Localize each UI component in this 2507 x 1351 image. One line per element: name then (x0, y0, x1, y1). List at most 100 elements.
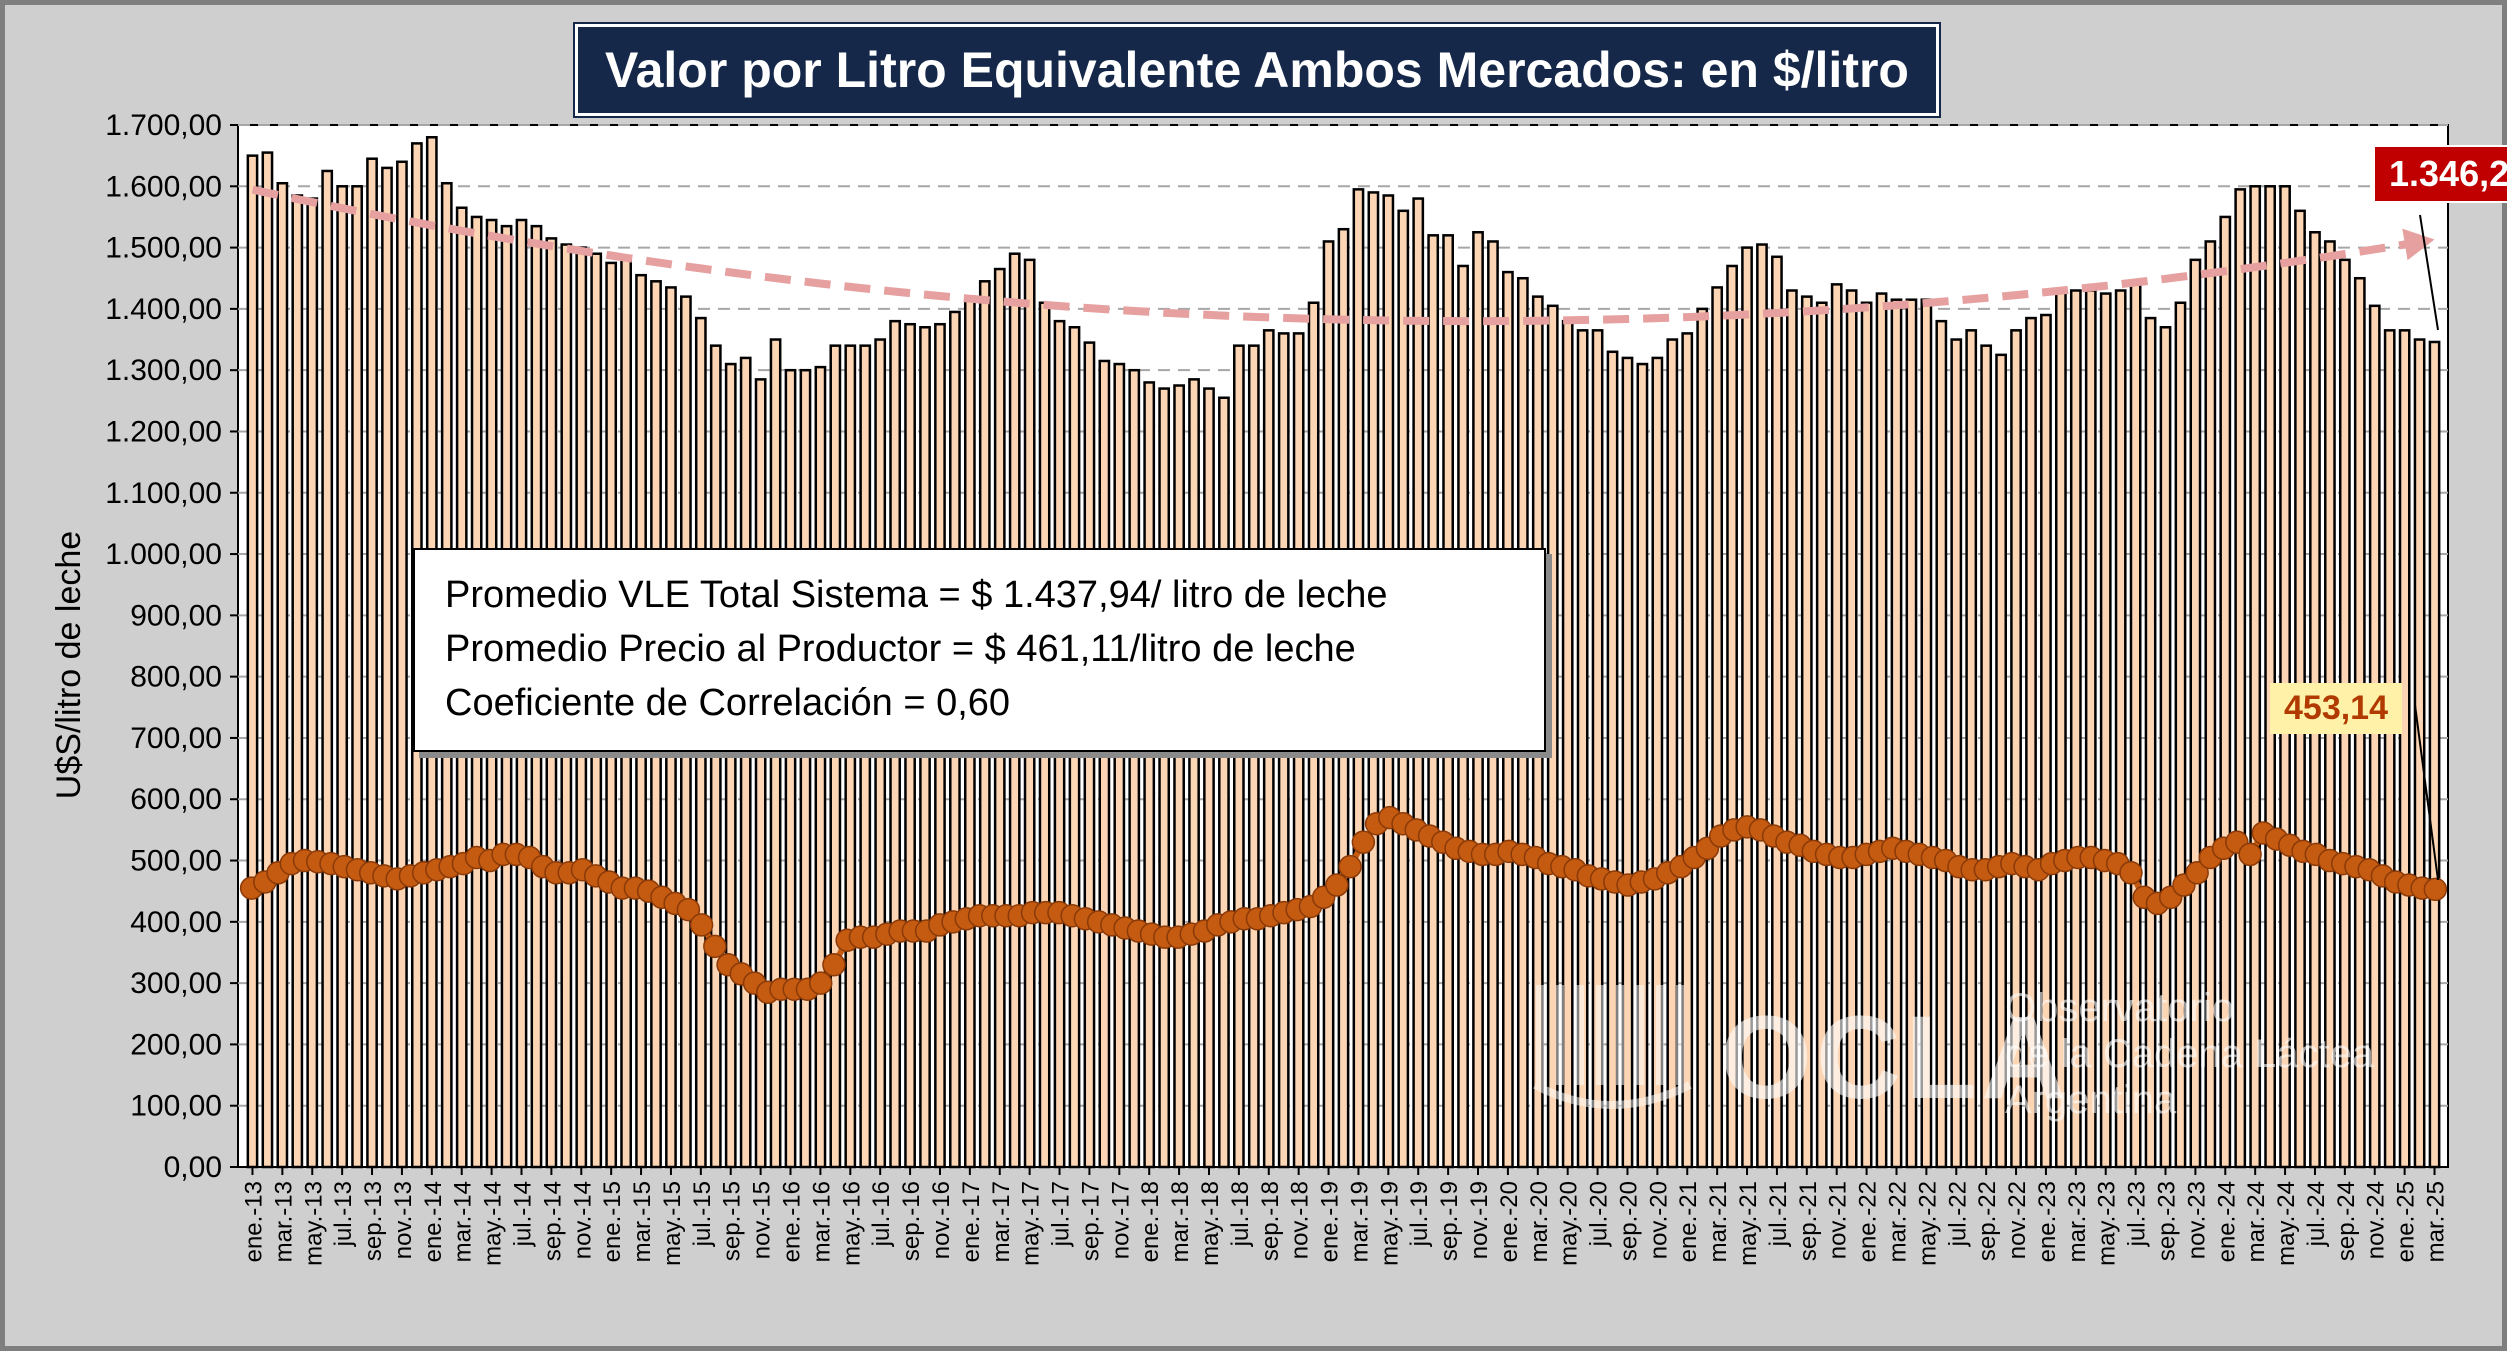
y-tick-label: 1.000,00 (105, 538, 222, 571)
bar (321, 169, 334, 1169)
x-tick-label: may.-24 (2273, 1181, 2300, 1266)
x-tick-label: mar.-21 (1705, 1181, 1732, 1262)
price-line-series (239, 805, 2448, 1005)
logo-subtitle-line3: Argentina (2005, 1078, 2177, 1122)
bar (1576, 329, 1589, 1169)
x-tick-label: jul.-14 (509, 1181, 536, 1247)
x-tick-label: nov.-18 (1287, 1181, 1314, 1259)
x-tick-label: ene.-14 (420, 1181, 447, 1262)
bar (2025, 316, 2037, 1169)
price-point (1351, 830, 1376, 854)
x-tick-label: jul.-18 (1227, 1181, 1254, 1247)
bar (276, 181, 289, 1169)
x-tick-label: nov.-15 (749, 1181, 776, 1259)
x-tick-label: sep.-21 (1795, 1181, 1822, 1261)
x-tick-label: ene.-21 (1675, 1181, 1702, 1262)
bar (1173, 384, 1185, 1169)
bar (724, 362, 737, 1169)
last-price-label: 453,14 (2270, 683, 2402, 734)
x-tick-label: jul.-15 (689, 1181, 716, 1247)
x-tick-label: mar.-23 (2064, 1181, 2091, 1262)
bar (381, 166, 393, 1169)
stats-line-correlation: Coeficiente de Correlación = 0,60 (445, 682, 1011, 724)
price-point (822, 952, 846, 977)
bar (1756, 243, 1768, 1169)
x-tick-label: ene.-20 (1496, 1181, 1523, 1262)
x-tick-label: may.-21 (1735, 1181, 1762, 1266)
bar (306, 197, 319, 1169)
x-tick-label: mar.-22 (1884, 1181, 1911, 1262)
stats-box: Promedio VLE Total Sistema = $ 1.437,94/… (413, 548, 1546, 752)
bar (246, 154, 259, 1169)
bar (261, 151, 274, 1169)
x-tick-label: nov.-24 (2363, 1181, 2390, 1259)
x-tick-label: nov.-23 (2183, 1181, 2210, 1259)
x-tick-label: nov.-21 (1825, 1181, 1852, 1259)
trend-line (251, 185, 2421, 326)
bar (2413, 338, 2426, 1169)
x-tick-label: nov.-19 (1466, 1181, 1493, 1259)
last-vle-label: 1.346,20 (2373, 145, 2507, 203)
bar (1845, 289, 1858, 1169)
x-tick-label: ene.-13 (240, 1181, 267, 1262)
y-tick-label: 500,00 (130, 845, 222, 878)
x-tick-label: may.-15 (659, 1181, 686, 1266)
x-tick-label: may.-16 (838, 1181, 865, 1266)
logo-text: OCLA (1720, 992, 2071, 1124)
bar (754, 378, 767, 1169)
bar (874, 338, 887, 1169)
x-tick-label: mar.-13 (270, 1181, 297, 1262)
y-tick-label: 900,00 (130, 599, 222, 632)
bar (351, 185, 363, 1169)
y-tick-label: 1.200,00 (105, 415, 222, 448)
y-tick-label: 700,00 (130, 722, 222, 755)
x-tick-label: sep.-24 (2333, 1181, 2360, 1261)
chart-title: Valor por Litro Equivalente Ambos Mercad… (575, 24, 1939, 116)
bar (366, 157, 378, 1169)
bar (1995, 353, 2007, 1169)
stats-line-vle: Promedio VLE Total Sistema = $ 1.437,94/… (445, 574, 1388, 616)
price-point (808, 971, 833, 995)
bar (1726, 264, 1738, 1169)
bar (2428, 340, 2441, 1169)
price-point (2119, 861, 2143, 885)
price-point (1338, 854, 1362, 879)
price-point (1325, 873, 1349, 897)
bar (1546, 304, 1559, 1169)
x-tick-label: jul.-20 (1586, 1181, 1613, 1247)
price-point (703, 934, 727, 959)
x-tick-label: mar.-15 (629, 1181, 656, 1262)
x-tick-label: mar.-17 (988, 1181, 1015, 1262)
price-point (676, 897, 701, 922)
x-tick-label: may.-14 (480, 1181, 507, 1266)
bar (2144, 316, 2157, 1169)
y-tick-label: 600,00 (130, 783, 222, 816)
bar (1785, 289, 1798, 1169)
x-tick-label: may.-22 (1914, 1181, 1941, 1266)
bar (1875, 292, 1888, 1169)
bar (2114, 289, 2127, 1169)
x-tick-label: ene.-17 (958, 1181, 985, 1262)
x-tick-label: nov.-22 (2004, 1181, 2031, 1259)
x-tick-label: sep.-13 (360, 1181, 387, 1261)
y-tick-label: 1.700,00 (105, 109, 222, 142)
x-tick-label: sep.-22 (1974, 1181, 2001, 1261)
bar (2204, 240, 2217, 1169)
y-tick-label: 400,00 (130, 906, 222, 939)
x-tick-label: jul.-22 (1944, 1181, 1971, 1247)
y-tick-label: 1.500,00 (105, 232, 222, 265)
x-tick-label: nov.-17 (1107, 1181, 1134, 1259)
price-point (689, 913, 714, 937)
bar (769, 338, 782, 1169)
x-tick-label: jul.-24 (2303, 1181, 2330, 1247)
x-tick-label: ene.-25 (2393, 1181, 2420, 1262)
bar (844, 344, 857, 1169)
bar (396, 160, 408, 1169)
vle-label-leader (2419, 214, 2439, 331)
x-tick-label: sep.-23 (2154, 1181, 2181, 1261)
price-point (2185, 861, 2209, 885)
y-axis-ticks: 0,00 100,00 200,00 300,00 400,00 500,00 600,00… (105, 109, 238, 1184)
x-tick-label: jul.-21 (1765, 1181, 1792, 1247)
stats-line-price: Promedio Precio al Productor = $ 461,11/… (445, 628, 1356, 670)
